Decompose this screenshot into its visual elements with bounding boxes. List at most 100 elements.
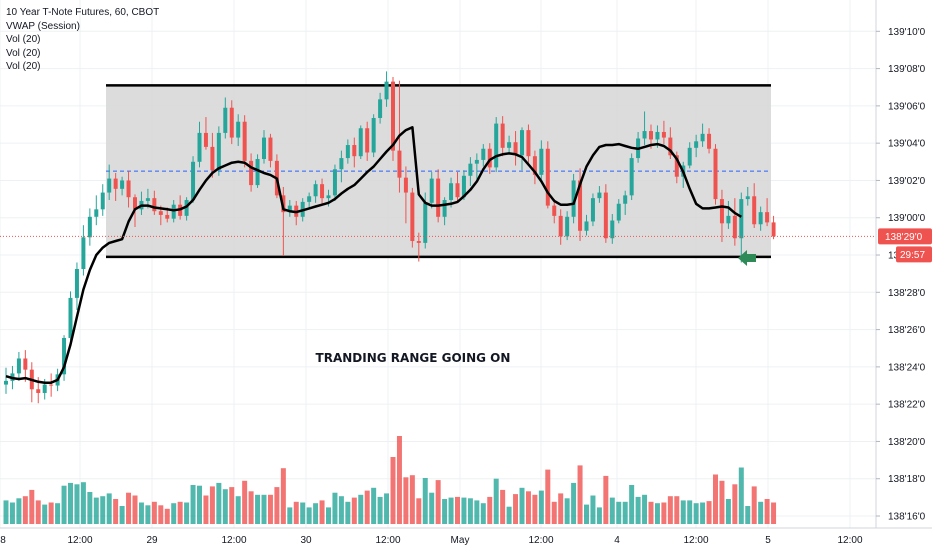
- price-tick-label: 139'08'0: [888, 64, 926, 75]
- candle-body: [578, 180, 583, 231]
- candle-body: [474, 159, 479, 164]
- volume-bar: [80, 482, 86, 524]
- candle-body: [719, 199, 724, 224]
- volume-bar: [126, 492, 132, 524]
- candle-body: [461, 175, 466, 198]
- candle-body: [352, 145, 357, 157]
- volume-bar: [680, 500, 686, 524]
- candle-body: [358, 128, 363, 157]
- candle-body: [68, 297, 73, 338]
- volume-bar: [158, 505, 164, 524]
- vwap-series-line: [5, 126, 742, 384]
- legend-volume-3[interactable]: Vol (20): [6, 61, 41, 72]
- candle-body: [223, 107, 228, 133]
- volume-bar: [274, 487, 280, 524]
- volume-bar: [564, 498, 570, 524]
- price-axis[interactable]: 138'16'0 138'18'0 138'20'0 138'22'0 138'24'0…: [875, 0, 932, 528]
- candle-body: [62, 337, 67, 375]
- candle-body: [391, 81, 395, 151]
- candle-body: [152, 198, 157, 212]
- volume-bar: [487, 496, 493, 524]
- range-annotation-text: TRANDING RANGE GOING ON: [316, 351, 511, 365]
- last-price-tag-text[interactable]: 138'29'0: [885, 232, 923, 243]
- candle-body: [320, 184, 325, 199]
- candle-body: [416, 241, 421, 243]
- volume-bar: [667, 496, 673, 524]
- price-tick-label: 138'28'0: [888, 288, 926, 299]
- price-tick-label: 138'20'0: [888, 437, 926, 448]
- candle-body: [507, 142, 512, 148]
- volume-bar: [267, 494, 273, 524]
- price-tick-label: 139'00'0: [888, 213, 926, 224]
- candle-body: [165, 214, 170, 219]
- volume-bar: [55, 503, 61, 524]
- volume-bar: [532, 494, 538, 524]
- candle-body: [649, 131, 653, 140]
- volume-bar: [455, 496, 460, 524]
- volume-bar: [519, 487, 525, 524]
- volume-bar: [151, 501, 157, 524]
- volume-bar: [584, 504, 589, 524]
- candle-body: [623, 195, 628, 204]
- volume-bar: [771, 502, 777, 524]
- candle-body: [94, 209, 99, 217]
- candle-body: [707, 133, 712, 149]
- volume-bar: [480, 503, 486, 524]
- legend-volume-1[interactable]: Vol (20): [6, 34, 41, 45]
- volume-bar: [326, 507, 331, 524]
- volume-bar: [416, 498, 422, 524]
- volume-bar: [461, 497, 467, 524]
- candle-body: [16, 358, 21, 374]
- volume-bar: [261, 494, 267, 524]
- candle-body: [107, 178, 112, 193]
- volume-bar: [300, 502, 306, 524]
- price-tick-label: 139'02'0: [888, 176, 926, 187]
- legend-vwap[interactable]: VWAP (Session): [6, 20, 80, 32]
- candle-body: [49, 384, 54, 386]
- volume-bar: [629, 485, 635, 524]
- volume-bar: [713, 474, 718, 524]
- volume-bar: [590, 495, 596, 524]
- time-tick-label: 12:00: [528, 535, 553, 546]
- volume-bar: [255, 494, 261, 524]
- volume-bar: [377, 496, 383, 524]
- candle-body: [191, 161, 196, 201]
- volume-bar: [442, 499, 448, 524]
- time-axis[interactable]: 8 12:00 29 12:00 30 12:00 May 12:00 4 12:00 5 12:00: [0, 527, 932, 546]
- annotation-overlay: [0, 235, 876, 266]
- candle-body: [384, 81, 389, 100]
- volume-bar: [16, 498, 22, 524]
- candle-body: [42, 384, 47, 393]
- volume-bar: [184, 502, 190, 524]
- time-tick-label: 4: [614, 535, 620, 546]
- candle-body: [752, 196, 757, 225]
- candle-body: [216, 132, 221, 171]
- volume-bar: [119, 506, 125, 524]
- candle-body: [249, 160, 254, 186]
- candle-body: [184, 200, 189, 216]
- volume-bar: [319, 500, 325, 524]
- volume-bar: [603, 475, 609, 524]
- volume-bar: [190, 485, 196, 524]
- volume-bar: [732, 484, 738, 524]
- volume-bar: [248, 491, 254, 524]
- volume-bar: [390, 457, 396, 524]
- volume-bar: [93, 497, 99, 524]
- time-tick-label: 12:00: [837, 535, 862, 546]
- candle-body: [558, 215, 563, 237]
- arrow-left-icon: [738, 250, 756, 266]
- volume-bar: [332, 492, 338, 524]
- volume-bar: [209, 486, 215, 524]
- candle-body: [552, 205, 557, 216]
- candle-body: [442, 200, 447, 217]
- legend-instrument[interactable]: 10 Year T-Note Futures, 60, CBOT: [6, 7, 160, 18]
- candle-body: [4, 380, 8, 385]
- volume-bar: [197, 485, 202, 524]
- legend-volume-2[interactable]: Vol (20): [6, 47, 41, 59]
- volume-bar: [203, 495, 209, 524]
- countdown-tag-text: 29:57: [900, 250, 925, 261]
- candle-body: [145, 198, 150, 201]
- volume-bar: [358, 494, 364, 524]
